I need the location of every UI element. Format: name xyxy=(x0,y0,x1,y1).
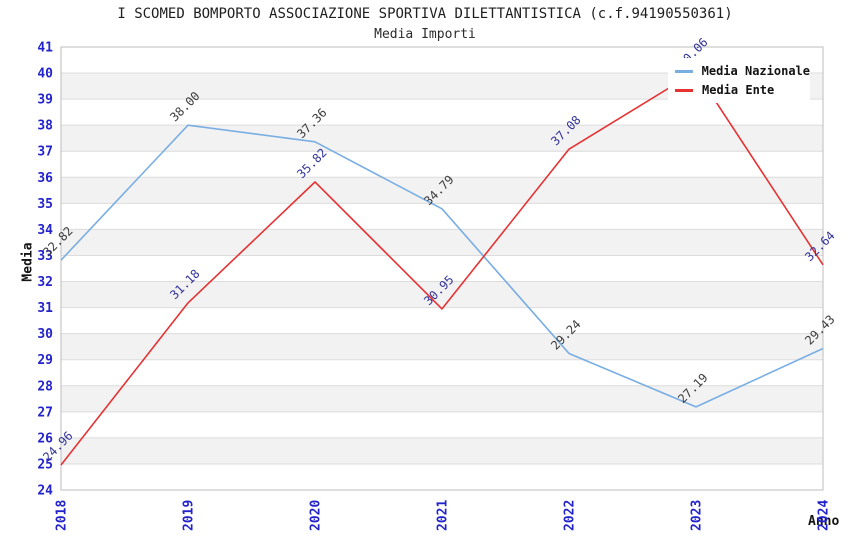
y-tick-label: 27 xyxy=(37,405,53,420)
legend: Media Nazionale Media Ente xyxy=(668,58,810,103)
legend-item-media-ente: Media Ente xyxy=(675,83,810,97)
y-axis-title: Media xyxy=(20,242,36,282)
y-tick-label: 39 xyxy=(37,93,53,108)
line-swatch-nazionale-icon xyxy=(675,69,693,73)
grid-band xyxy=(61,333,823,360)
x-tick-label: 2022 xyxy=(563,500,578,531)
grid-band xyxy=(61,229,823,256)
x-tick-label: 2018 xyxy=(55,500,70,531)
chart-subtitle: Media Importi xyxy=(374,27,476,42)
grid-band xyxy=(61,125,823,152)
y-tick-label: 41 xyxy=(37,41,53,56)
y-tick-label: 40 xyxy=(37,67,53,82)
y-tick-label: 30 xyxy=(37,327,53,342)
legend-item-media-nazionale: Media Nazionale xyxy=(675,64,810,78)
x-tick-label: 2024 xyxy=(817,500,832,531)
y-tick-label: 24 xyxy=(37,484,53,499)
x-tick-label: 2019 xyxy=(182,500,197,531)
series-line-media-nazionale xyxy=(60,124,824,408)
legend-label-media-nazionale: Media Nazionale xyxy=(701,64,810,78)
y-tick-label: 31 xyxy=(37,301,53,316)
y-tick-label: 25 xyxy=(37,457,53,472)
y-tick-label: 37 xyxy=(37,145,53,160)
x-axis-title: Anno xyxy=(808,514,840,529)
y-tick-label: 33 xyxy=(37,249,53,264)
y-tick-label: 26 xyxy=(37,431,53,446)
y-tick-label: 35 xyxy=(37,197,53,212)
x-tick-label: 2021 xyxy=(436,500,451,531)
y-tick-label: 32 xyxy=(37,275,53,290)
y-tick-label: 38 xyxy=(37,119,53,134)
y-tick-label: 34 xyxy=(37,223,53,238)
plot-border xyxy=(60,46,824,491)
legend-label-media-ente: Media Ente xyxy=(702,83,775,97)
grid-band xyxy=(61,437,823,464)
chart-title: I SCOMED BOMPORTO ASSOCIAZIONE SPORTIVA … xyxy=(117,6,733,22)
y-tick-label: 36 xyxy=(37,171,53,186)
y-tick-label: 29 xyxy=(37,353,53,368)
grid-band xyxy=(61,177,823,204)
y-tick-label: 28 xyxy=(37,379,53,394)
x-tick-label: 2023 xyxy=(690,500,705,531)
line-swatch-ente-icon xyxy=(675,88,693,92)
x-tick-label: 2020 xyxy=(309,500,324,531)
grid-band xyxy=(61,385,823,412)
